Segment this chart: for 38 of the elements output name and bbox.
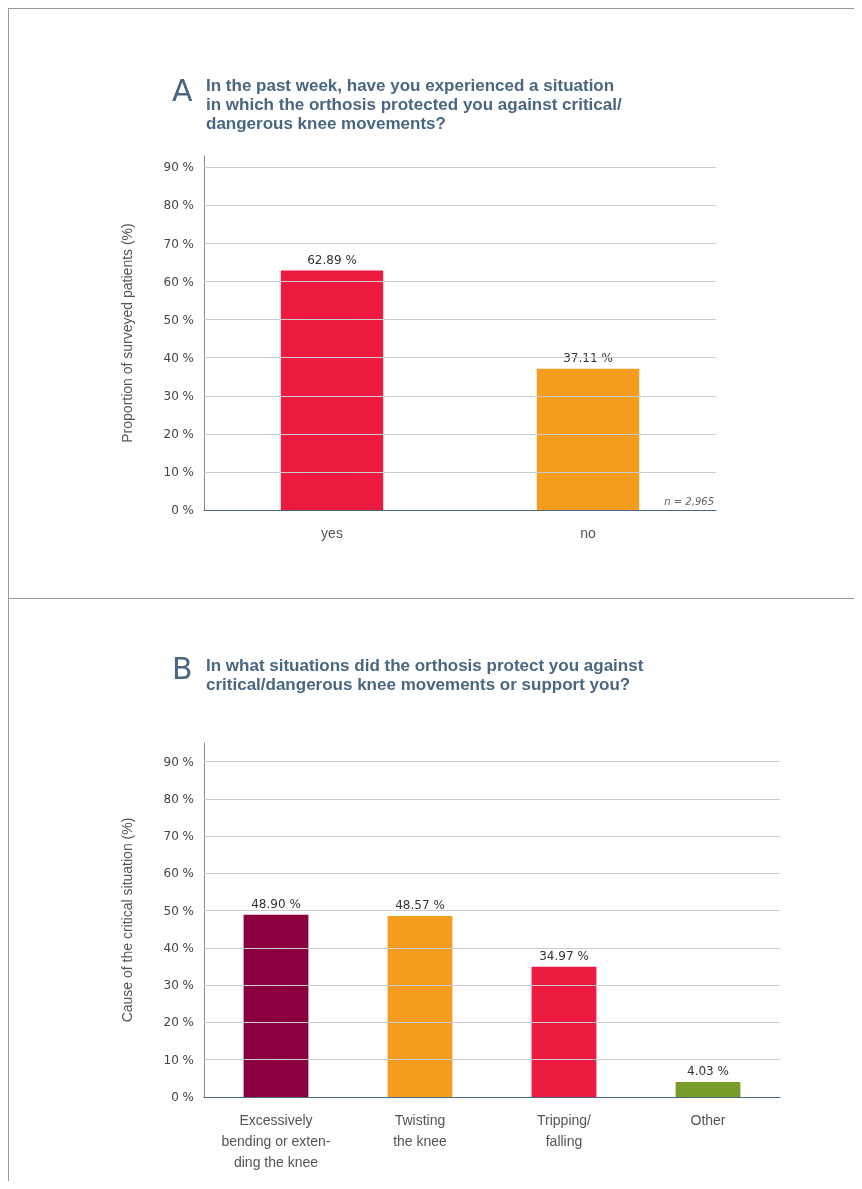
y-tick-label: 70 % [163, 829, 194, 844]
text: B [172, 650, 193, 686]
y-tick-label: 60 % [163, 866, 194, 881]
y-tick-label: 80 % [163, 791, 194, 806]
y-tick-label: 60 % [163, 274, 194, 289]
annotation: n = 2,965 [664, 495, 714, 507]
y-tick-label: 10 % [163, 464, 194, 479]
y-tick-label: 40 % [163, 350, 194, 365]
x-tick-label: Twisting the knee [393, 1111, 448, 1149]
y-tick-label: 80 % [163, 198, 194, 213]
data-label: 48.90 % [251, 896, 301, 911]
y-tick-label: 0 % [171, 503, 194, 517]
y-axis-title: Cause of the critical situation (%) [119, 817, 135, 1023]
y-tick-label: 10 % [163, 1052, 194, 1067]
chart-title: In what situations did the orthosis protect you against critical/dangerous knee movements or support you? [206, 656, 644, 694]
x-tick-label: Other [690, 1111, 726, 1128]
x-tick-label: yes [321, 524, 343, 541]
y-tick-label: 50 % [163, 903, 194, 918]
y-tick-label: 50 % [163, 312, 194, 327]
data-label: 48.57 % [395, 898, 445, 913]
x-tick-label: Tripping/ falling [537, 1111, 592, 1149]
y-tick-label: 20 % [163, 1015, 194, 1030]
y-tick-label: 0 % [171, 1090, 194, 1104]
data-label: 34.97 % [539, 948, 589, 963]
y-tick-label: 20 % [163, 426, 194, 441]
y-tick-label: 70 % [163, 236, 194, 251]
y-axis-title: Proportion of surveyed patients (%) [119, 223, 135, 443]
y-tick-label: 30 % [163, 978, 194, 993]
data-label: 4.03 % [687, 1063, 729, 1078]
text: A [172, 72, 193, 108]
y-tick-label: 30 % [163, 388, 194, 403]
y-tick-label: 90 % [163, 754, 194, 769]
chart-title: In the past week, have you experienced a situation in which the orthosis protected you against critical/ dangerous knee movements? [206, 76, 622, 133]
data-label: 62.89 % [307, 252, 357, 267]
x-tick-label: no [580, 524, 596, 541]
y-tick-label: 40 % [163, 940, 194, 955]
y-tick-label: 90 % [163, 160, 194, 175]
x-tick-label: Excessively bending or exten- ding the knee [221, 1111, 331, 1170]
